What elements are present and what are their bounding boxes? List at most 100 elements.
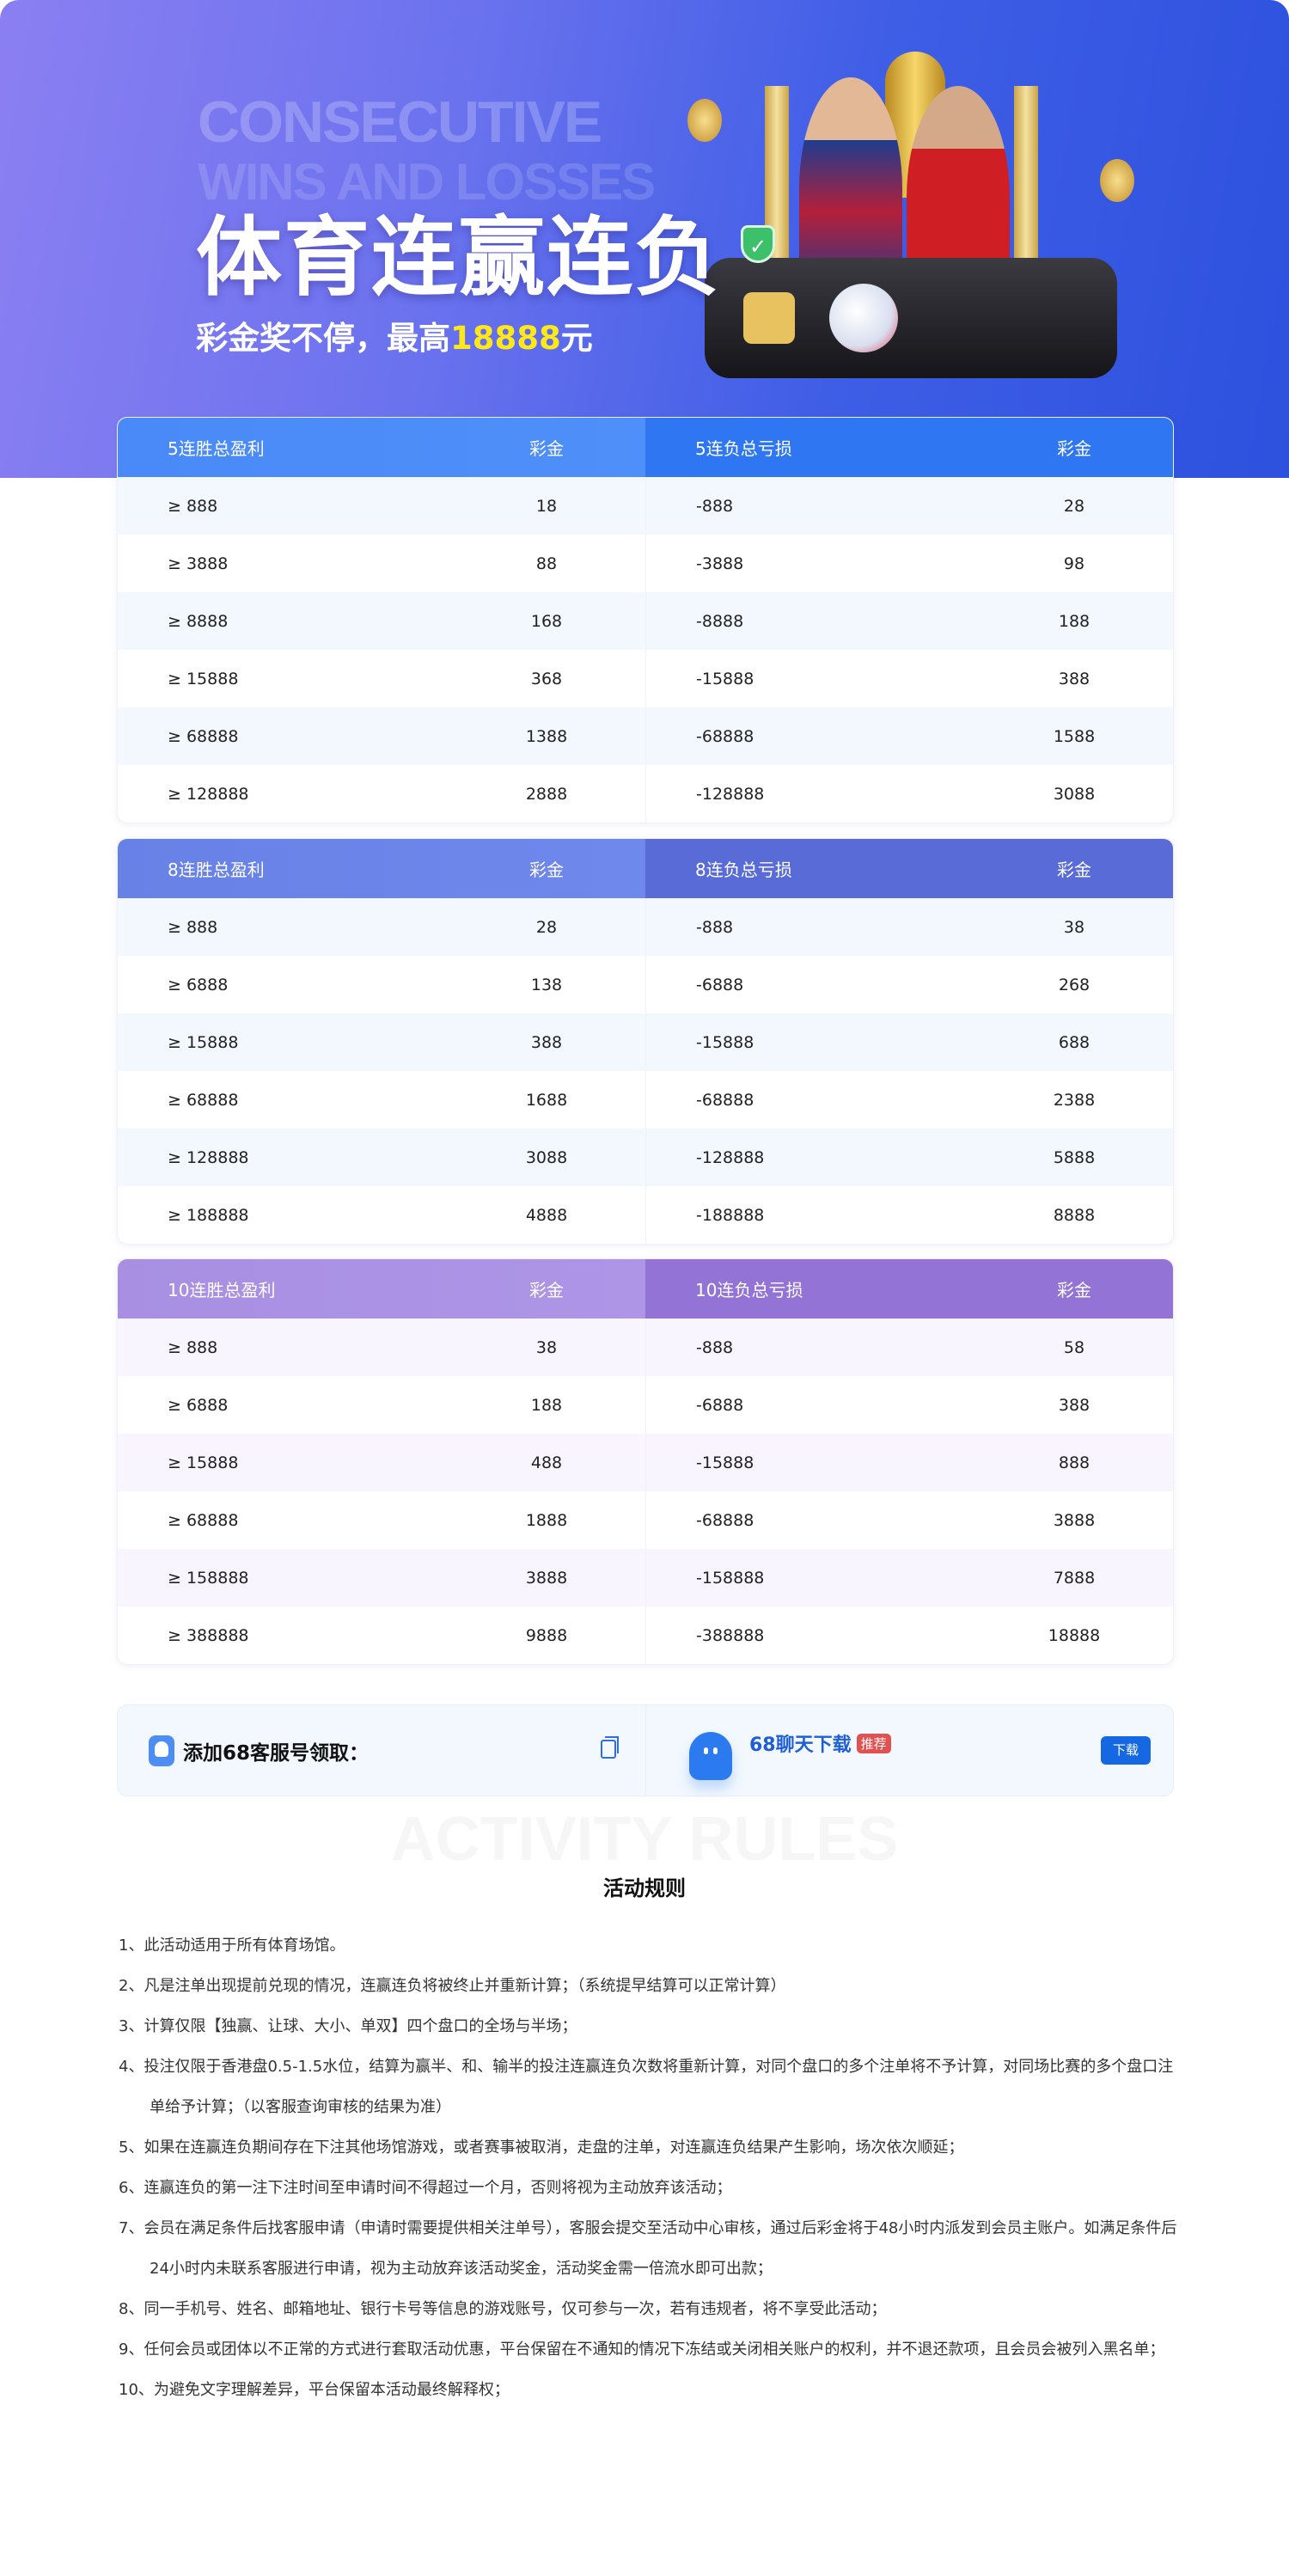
customer-service-label: 添加68客服号领取： (183, 1741, 370, 1765)
win-threshold: ≥ 128888 (168, 784, 249, 804)
loss-threshold: -15888 (696, 1032, 754, 1052)
loss-threshold: -188888 (696, 1205, 765, 1225)
table-row: ≥ 6888 188 -6888 388 (118, 1376, 1173, 1434)
win-cell: ≥ 888 18 (118, 477, 645, 535)
subtitle-amount: 18888 (450, 320, 561, 357)
win-threshold: ≥ 888 (168, 496, 218, 516)
table-row: ≥ 15888 388 -15888 688 (118, 1013, 1173, 1071)
table-row: ≥ 158888 3888 -158888 7888 (118, 1549, 1173, 1606)
loss-header: 8连负总亏损 (695, 860, 792, 880)
loss-threshold: -158888 (696, 1568, 765, 1588)
hero-english-line2: WINS AND LOSSES (198, 153, 656, 211)
table-row: ≥ 68888 1888 -68888 3888 (118, 1491, 1173, 1549)
win-bonus: 18 (535, 496, 558, 516)
loss-cell: -888 38 (645, 898, 1173, 956)
table-row: ≥ 888 18 -888 28 (118, 477, 1173, 535)
loss-cell: -15888 388 (645, 650, 1173, 707)
rule-item: 8、同一手机号、姓名、邮箱地址、银行卡号等信息的游戏账号，仅可参与一次，若有违规… (119, 2300, 887, 2318)
loss-header: 10连负总亏损 (695, 1280, 803, 1300)
table-row: ≥ 888 28 -888 38 (118, 898, 1173, 956)
win-cell: ≥ 6888 138 (118, 956, 645, 1013)
rule-item: 9、任何会员或团体以不正常的方式进行套取活动优惠，平台保留在不通知的情况下冻结或… (119, 2340, 1165, 2359)
win-bonus: 1888 (525, 1510, 568, 1530)
shield-check-icon: ✓ (741, 225, 775, 263)
rule-item: 1、此活动适用于所有体育场馆。 (119, 1937, 345, 1955)
win-threshold: ≥ 128888 (168, 1147, 249, 1167)
win-header: 8连胜总盈利 (168, 860, 265, 880)
loss-threshold: -128888 (696, 784, 765, 804)
rule-item: 3、计算仅限【独赢、让球、大小、单双】四个盘口的全场与半场； (119, 2017, 577, 2035)
loss-threshold: -888 (696, 917, 734, 937)
rules-list: 1、此活动适用于所有体育场馆。 2、凡是注单出现提前兑现的情况，连赢连负将被终止并… (119, 1925, 1184, 2410)
header-win: 5连胜总盈利 彩金 (118, 418, 645, 477)
hero-subtitle: 彩金奖不停，最高18888元 (196, 322, 593, 354)
bonus-header: 彩金 (1057, 438, 1091, 459)
loss-threshold: -68888 (696, 1510, 754, 1530)
win-bonus: 9888 (525, 1625, 568, 1645)
rule-item: 2、凡是注单出现提前兑现的情况，连赢连负将被终止并重新计算；（系统提早结算可以正… (119, 1977, 786, 1995)
win-cell: ≥ 888 38 (118, 1319, 645, 1376)
win-cell: ≥ 15888 488 (118, 1434, 645, 1491)
win-threshold: ≥ 188888 (168, 1205, 249, 1225)
loss-header: 5连负总亏损 (695, 438, 792, 459)
hero-banner: CONSECUTIVE WINS AND LOSSES 体育连赢连负 ✓ 彩金奖… (0, 0, 1289, 478)
loss-bonus: 7888 (1053, 1568, 1096, 1588)
header-win: 10连胜总盈利 彩金 (118, 1259, 645, 1319)
loss-threshold: -15888 (696, 669, 754, 688)
win-threshold: ≥ 8888 (168, 611, 229, 631)
win-bonus: 168 (530, 611, 563, 631)
win-bonus: 3088 (525, 1147, 568, 1167)
contact-bar: 添加68客服号领取： 68聊天下载 推荐 下载 (117, 1704, 1174, 1796)
loss-bonus: 388 (1058, 669, 1090, 688)
loss-bonus: 28 (1063, 496, 1085, 516)
loss-threshold: -8888 (696, 611, 744, 631)
win-cell: ≥ 68888 1888 (118, 1491, 645, 1549)
table-row: ≥ 388888 9888 -388888 18888 (118, 1606, 1173, 1664)
download-button[interactable]: 下载 (1101, 1736, 1151, 1765)
loss-cell: -388888 18888 (645, 1606, 1173, 1664)
loss-threshold: -888 (696, 496, 734, 516)
bonus-header: 彩金 (529, 438, 564, 459)
win-bonus: 3888 (525, 1568, 568, 1588)
win-cell: ≥ 8888 168 (118, 592, 645, 650)
win-cell: ≥ 128888 2888 (118, 765, 645, 823)
table-row: ≥ 15888 488 -15888 888 (118, 1434, 1173, 1491)
football-icon (829, 284, 898, 352)
loss-cell: -68888 2388 (645, 1071, 1173, 1129)
win-cell: ≥ 388888 9888 (118, 1606, 645, 1664)
win-threshold: ≥ 15888 (168, 1453, 239, 1472)
win-bonus: 488 (530, 1453, 563, 1472)
loss-bonus: 18888 (1048, 1625, 1101, 1645)
loss-bonus: 3088 (1053, 784, 1096, 804)
table-header: 8连胜总盈利 彩金 8连负总亏损 彩金 (118, 839, 1173, 898)
win-bonus: 138 (530, 975, 563, 994)
app-title-text: 68聊天下载 (749, 1735, 852, 1756)
win-bonus: 1688 (525, 1090, 568, 1110)
app-title: 68聊天下载 推荐 (749, 1729, 891, 1757)
win-threshold: ≥ 6888 (168, 1395, 229, 1415)
table-row: ≥ 128888 3088 -128888 5888 (118, 1129, 1173, 1186)
win-cell: ≥ 3888 88 (118, 535, 645, 592)
rule-item: 10、为避免文字理解差异，平台保留本活动最终解释权； (119, 2381, 510, 2399)
win-bonus: 88 (535, 554, 558, 573)
table-row: ≥ 888 38 -888 58 (118, 1319, 1173, 1376)
loss-cell: -128888 5888 (645, 1129, 1173, 1186)
win-bonus: 1388 (525, 726, 568, 746)
copy-icon[interactable] (601, 1736, 619, 1759)
subtitle-suffix: 元 (560, 320, 593, 357)
win-threshold: ≥ 15888 (168, 1032, 239, 1052)
loss-threshold: -888 (696, 1337, 734, 1357)
loss-bonus: 98 (1063, 554, 1085, 573)
header-win: 8连胜总盈利 彩金 (118, 839, 645, 898)
win-bonus: 28 (535, 917, 558, 937)
loss-threshold: -128888 (696, 1147, 765, 1167)
table-5-streak: 5连胜总盈利 彩金 5连负总亏损 彩金 ≥ 888 18 -888 28 ≥ 3888 88 -38… (117, 417, 1174, 823)
loss-cell: -3888 98 (645, 535, 1173, 592)
win-threshold: ≥ 6888 (168, 975, 229, 994)
win-cell: ≥ 68888 1388 (118, 707, 645, 765)
table-row: ≥ 68888 1388 -68888 1588 (118, 707, 1173, 765)
win-cell: ≥ 158888 3888 (118, 1549, 645, 1606)
loss-threshold: -388888 (696, 1625, 765, 1645)
loss-cell: -6888 388 (645, 1376, 1173, 1434)
win-bonus: 188 (530, 1395, 563, 1415)
